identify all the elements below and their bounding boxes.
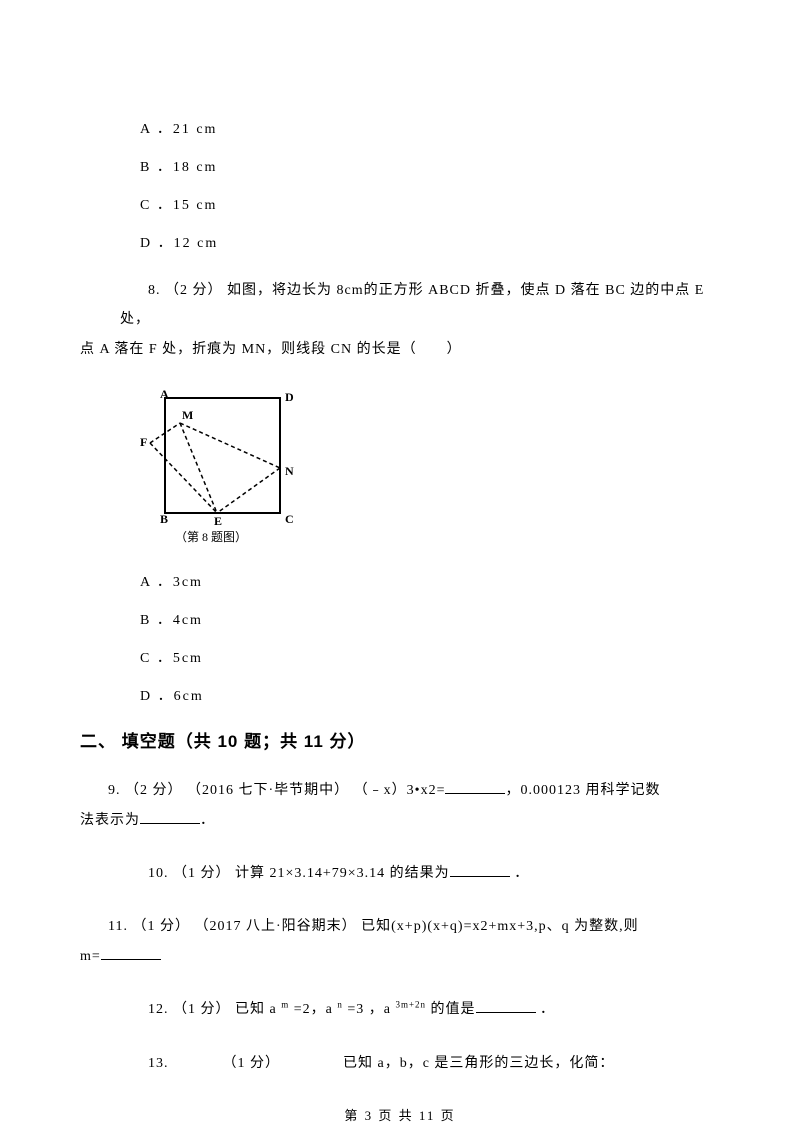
q11-line2-pre: m= — [80, 949, 101, 964]
q9-mid: ，0.000123 用科学记数 — [505, 783, 660, 798]
q8-option-b: B ．4cm — [140, 609, 720, 629]
q9: 9. （2 分） （2016 七下·毕节期中） （﹣x）3•x2= ，0.0001… — [80, 776, 720, 835]
label-c: C — [285, 512, 294, 526]
q10: 10. （1 分） 计算 21×3.14+79×3.14 的结果为 ． — [120, 859, 720, 888]
section-2-heading: 二、 填空题（共 10 题；共 11 分） — [80, 727, 720, 752]
q12-mid3: 的值是 — [426, 1002, 476, 1017]
q12-pre: 12. （1 分） 已知 a — [148, 1002, 281, 1017]
q9-line: 9. （2 分） （2016 七下·毕节期中） （﹣x）3•x2= ，0.0001… — [80, 776, 660, 805]
page: A ．21 cm B ．18 cm C ．15 cm D ．12 cm 8. （… — [0, 0, 800, 1142]
q7-option-a: A ．21 cm — [140, 118, 720, 138]
q7-option-c: C ．15 cm — [140, 194, 720, 214]
line-fe — [150, 443, 217, 513]
q12: 12. （1 分） 已知 a m =2，a n =3 ，a 3m+2n 的值是 … — [120, 995, 720, 1024]
q12-blank — [476, 998, 536, 1013]
q10-tail: ． — [510, 866, 530, 881]
label-b: B — [160, 512, 168, 526]
q11-line1: 11. （1 分） （2017 八上·阳谷期末） 已知(x+p)(x+q)=x2… — [80, 912, 639, 941]
q7-option-d: D ．12 cm — [140, 232, 720, 252]
q11-blank — [101, 945, 161, 960]
label-d: D — [285, 390, 294, 404]
q8-option-d: D ．6cm — [140, 685, 720, 705]
q13: 13. （1 分） 已知 a，b，c 是三角形的三边长，化简： — [120, 1049, 720, 1078]
q12-sup3: 3m+2n — [395, 999, 426, 1009]
q8-figure-svg: A D B C M N F E （第 8 题图） — [140, 388, 310, 548]
q8-line2: 点 A 落在 F 处，折痕为 MN，则线段 CN 的长是（ ） — [80, 342, 462, 357]
fold-mn — [180, 423, 280, 468]
q12-tail: ． — [536, 1002, 556, 1017]
q9-blank1 — [445, 779, 505, 794]
line-ne — [217, 468, 280, 513]
q8-line1: 8. （2 分） 如图，将边长为 8cm的正方形 ABCD 折叠，使点 D 落在… — [120, 276, 720, 335]
figure-caption: （第 8 题图） — [175, 530, 247, 544]
label-a: A — [160, 388, 169, 401]
label-e: E — [214, 514, 222, 528]
q9-blank2 — [140, 809, 200, 824]
q9-pre: 9. （2 分） （2016 七下·毕节期中） （﹣x）3•x2= — [108, 783, 445, 798]
label-n: N — [285, 464, 294, 478]
q9-tail: ． — [200, 813, 215, 828]
q9-line2-pre: 法表示为 — [80, 813, 140, 828]
q7-option-b: B ．18 cm — [140, 156, 720, 176]
line-me — [180, 423, 217, 513]
page-footer: 第 3 页 共 11 页 — [0, 1105, 800, 1124]
label-f: F — [140, 435, 147, 449]
q12-mid1: =2，a — [289, 1002, 337, 1017]
q11: 11. （1 分） （2017 八上·阳谷期末） 已知(x+p)(x+q)=x2… — [80, 912, 720, 971]
q8-figure: A D B C M N F E （第 8 题图） — [140, 388, 720, 553]
label-m: M — [182, 408, 193, 422]
q10-pre: 10. （1 分） 计算 21×3.14+79×3.14 的结果为 — [148, 866, 450, 881]
q8-option-a: A ．3cm — [140, 571, 720, 591]
q12-mid2: =3 ，a — [343, 1002, 396, 1017]
q8-text: 8. （2 分） 如图，将边长为 8cm的正方形 ABCD 折叠，使点 D 落在… — [80, 276, 720, 364]
q10-blank — [450, 862, 510, 877]
q8-option-c: C ．5cm — [140, 647, 720, 667]
